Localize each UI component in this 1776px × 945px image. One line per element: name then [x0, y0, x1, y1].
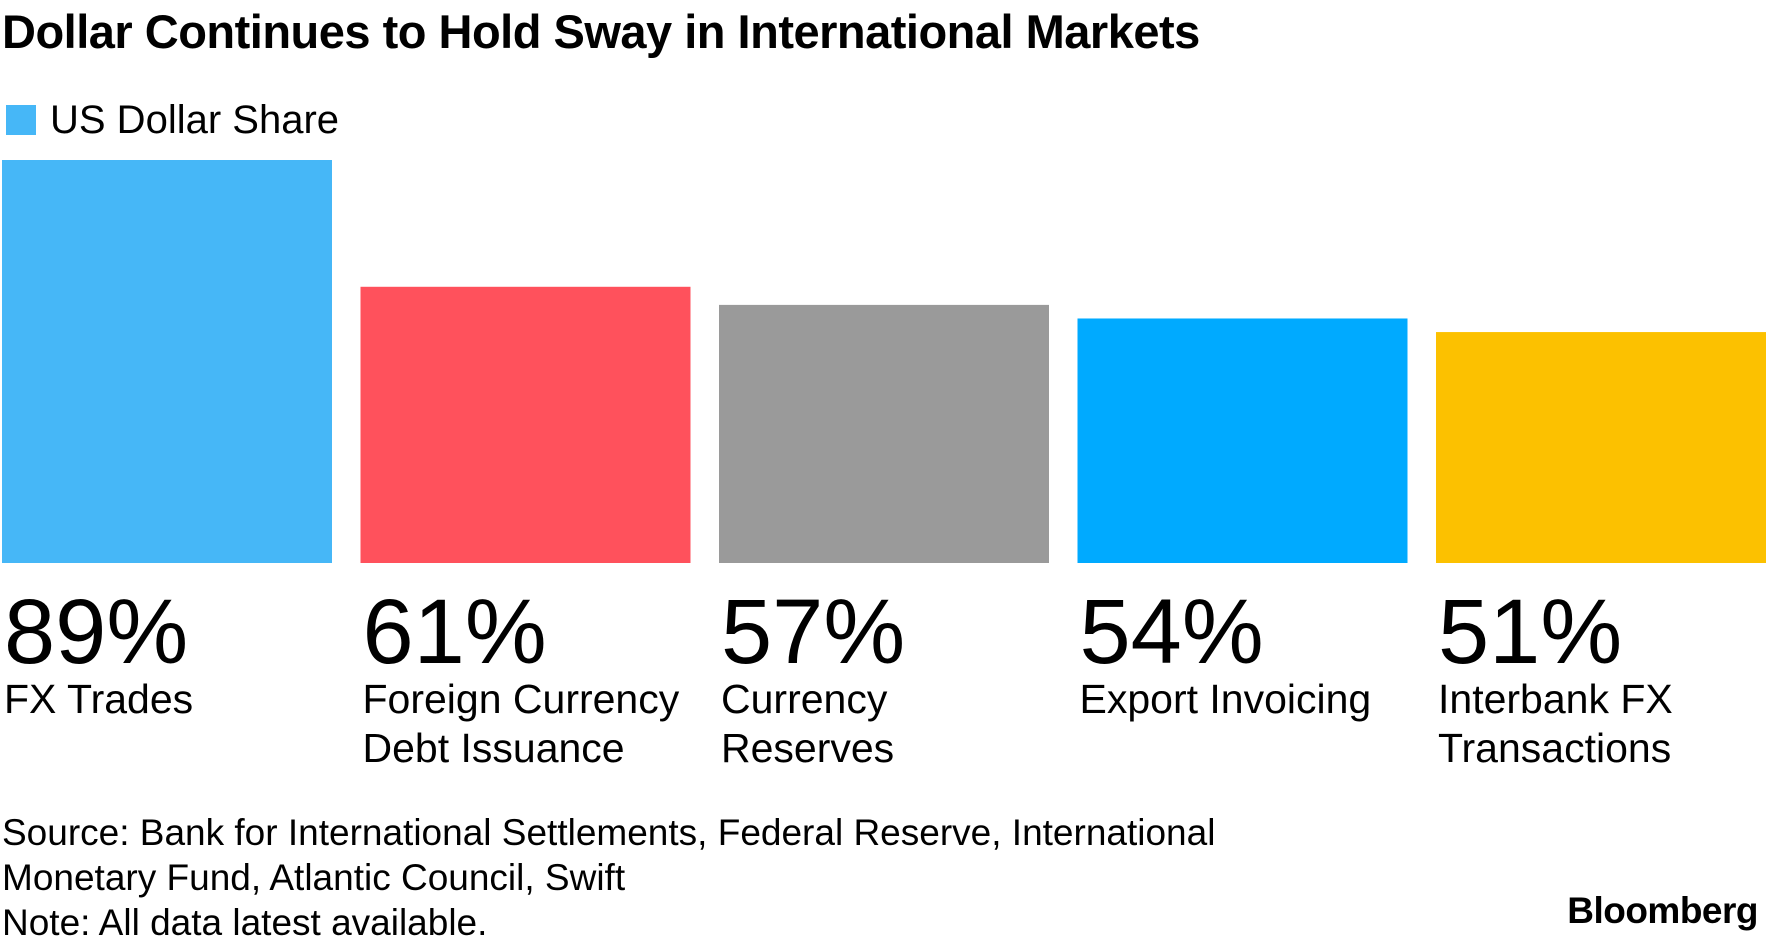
- source-line: Monetary Fund, Atlantic Council, Swift: [2, 857, 626, 898]
- category-label-foreign-currency-debt-issuance: Foreign Currency: [363, 676, 680, 722]
- bar-interbank-fx-transactions: [1436, 332, 1766, 563]
- legend: US Dollar Share: [6, 97, 340, 142]
- chart-title: Dollar Continues to Hold Sway in Interna…: [2, 5, 1200, 58]
- note-line: Note: All data latest available.: [2, 902, 488, 943]
- category-label-currency-reserves: Currency: [721, 676, 888, 722]
- legend-swatch: [6, 105, 36, 135]
- source-line: Source: Bank for International Settlemen…: [2, 812, 1216, 853]
- value-label-currency-reserves: 57%: [721, 581, 905, 683]
- value-label-export-invoicing: 54%: [1080, 581, 1264, 683]
- bar-currency-reserves: [719, 304, 1049, 563]
- value-label-foreign-currency-debt-issuance: 61%: [363, 581, 547, 683]
- legend-label: US Dollar Share: [50, 97, 340, 142]
- category-label-interbank-fx-transactions: Interbank FX: [1438, 676, 1673, 722]
- category-label-export-invoicing: Export Invoicing: [1080, 676, 1372, 722]
- category-label-currency-reserves: Reserves: [721, 725, 894, 771]
- bar-export-invoicing: [1077, 318, 1408, 563]
- category-label-foreign-currency-debt-issuance: Debt Issuance: [363, 725, 625, 771]
- value-label-interbank-fx-transactions: 51%: [1438, 581, 1622, 683]
- bar-fx-trades: [2, 160, 332, 563]
- bloomberg-logo: Bloomberg: [1567, 890, 1758, 931]
- category-label-interbank-fx-transactions: Transactions: [1438, 725, 1671, 771]
- category-label-fx-trades: FX Trades: [4, 676, 193, 722]
- value-label-fx-trades: 89%: [4, 581, 188, 683]
- bar-foreign-currency-debt-issuance: [360, 286, 691, 563]
- source-note: Source: Bank for International Settlemen…: [2, 810, 1215, 945]
